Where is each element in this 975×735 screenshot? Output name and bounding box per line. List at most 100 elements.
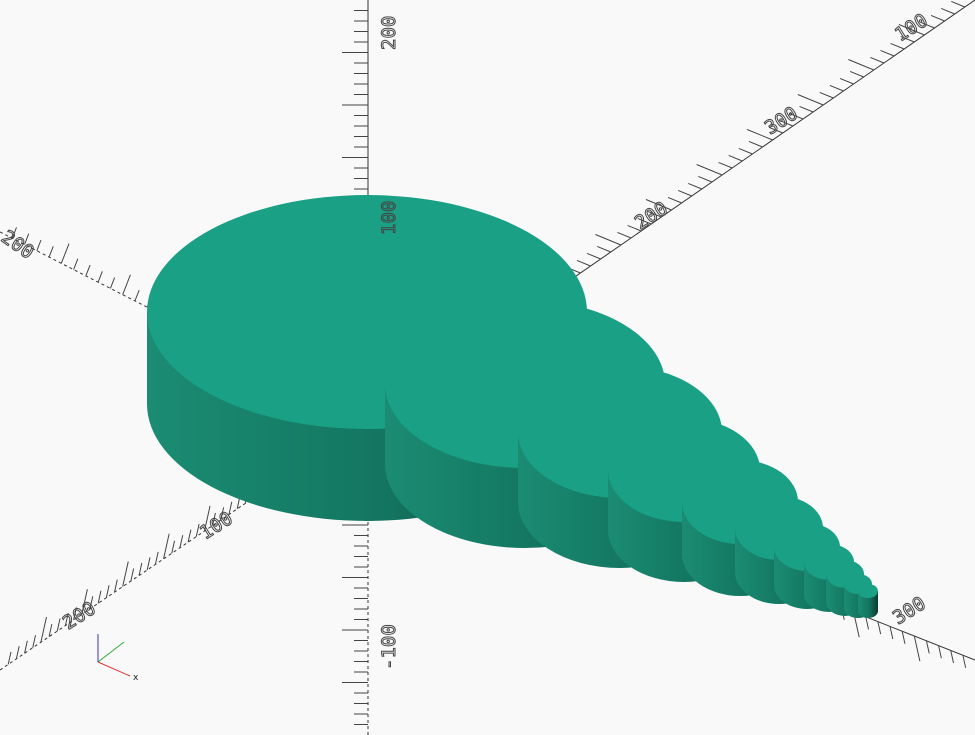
axis-tick	[154, 551, 159, 565]
axis-tick	[677, 189, 692, 197]
x-label-300: 300	[889, 592, 930, 629]
axis-tick	[900, 35, 915, 43]
axis-tick	[940, 7, 955, 15]
axis-tick	[212, 512, 216, 526]
axis-tick	[24, 233, 30, 245]
axis-tick	[122, 274, 131, 295]
axis-tick	[848, 59, 875, 71]
y-label-neg-200: 200	[0, 226, 38, 264]
axis-tick	[889, 626, 894, 640]
axis-tick	[617, 231, 632, 239]
axis-tick	[130, 568, 135, 582]
axis-tick	[163, 533, 170, 559]
y-label-200: 200	[631, 197, 672, 234]
axis-tick	[647, 210, 662, 218]
axis-tick	[951, 0, 966, 8]
axis-tick	[746, 129, 773, 141]
axis-tick	[728, 154, 743, 162]
axis-tick	[839, 77, 854, 85]
axis-tick	[718, 161, 733, 169]
axis-tick	[930, 14, 945, 22]
axis-tick	[109, 277, 116, 289]
axis-tick	[925, 640, 930, 654]
y-label-300: 300	[761, 102, 802, 139]
axis-tick	[913, 635, 921, 662]
axis-tick	[768, 126, 783, 134]
axis-tick	[138, 562, 143, 576]
axis-tick	[97, 271, 103, 283]
axis-tick	[7, 651, 12, 665]
axis-tick	[738, 147, 753, 155]
axis-tick	[32, 635, 36, 648]
axis-tick	[64, 612, 69, 626]
axis-tick	[938, 645, 942, 659]
axis-tick	[586, 252, 601, 260]
axis-tick	[15, 646, 20, 659]
axis-tick	[797, 94, 824, 106]
axis-tick	[870, 56, 885, 64]
axis-tick	[228, 501, 233, 515]
axis-tick	[898, 24, 925, 36]
axis-tick	[950, 650, 955, 664]
axis-tick	[799, 105, 814, 113]
axis-tick	[24, 640, 28, 654]
y-label-neg-100: 100	[891, 9, 932, 46]
axis-tick	[73, 258, 79, 270]
z-label-200: 200	[378, 16, 400, 50]
axis-tick	[849, 70, 864, 78]
axis-tick	[220, 507, 225, 521]
axis-tick	[203, 505, 211, 532]
axis-tick	[688, 182, 703, 190]
axis-tick	[576, 259, 591, 267]
axis-tick	[114, 579, 118, 593]
axis-tick	[597, 245, 611, 253]
axis-tick	[11, 227, 17, 239]
axis-tick	[89, 596, 94, 609]
axis-tick	[595, 234, 622, 246]
axis-tick	[171, 540, 176, 554]
axis-tick	[645, 199, 672, 211]
axis-tick	[962, 655, 967, 668]
axis-tick	[789, 112, 804, 120]
axis-tick	[627, 224, 642, 232]
axis-tick	[85, 264, 91, 277]
axis-tick	[901, 631, 906, 644]
axis-tick	[195, 523, 200, 537]
gizmo-y-axis	[97, 641, 125, 663]
axis-tick	[81, 589, 88, 615]
x-label-200: 200	[59, 597, 100, 634]
axis-tick	[187, 529, 192, 543]
axis-tick	[920, 21, 935, 29]
cylinder-11[interactable]	[858, 584, 878, 618]
axis-tick	[877, 621, 882, 635]
axis-tick	[890, 42, 905, 50]
axis-tick	[698, 175, 713, 183]
z-label-100: 100	[378, 201, 400, 235]
axis-tick	[696, 164, 723, 176]
axis-orientation-gizmo: x	[97, 634, 139, 683]
cylinder-top	[858, 584, 878, 598]
axis-tick	[134, 289, 140, 302]
axis-tick	[829, 84, 844, 92]
gizmo-x-axis	[97, 661, 131, 677]
axis-tick	[748, 140, 763, 148]
axis-tick	[40, 616, 47, 643]
axis-tick	[819, 91, 834, 99]
gizmo-x-label: x	[133, 673, 139, 683]
model[interactable]	[147, 195, 878, 618]
z-label-neg-100: -100	[378, 624, 400, 670]
axis-tick	[637, 217, 652, 225]
axis-tick	[36, 239, 42, 251]
axis-tick	[97, 590, 102, 604]
axis-tick	[880, 49, 895, 57]
axis-tick	[105, 585, 110, 598]
axis-tick	[146, 557, 151, 571]
axis-tick	[56, 618, 61, 632]
axis-tick	[779, 119, 794, 127]
axis-tick	[865, 616, 870, 630]
axis-tick	[60, 243, 70, 264]
axis-tick	[122, 561, 129, 587]
cylinder-side	[858, 591, 878, 618]
